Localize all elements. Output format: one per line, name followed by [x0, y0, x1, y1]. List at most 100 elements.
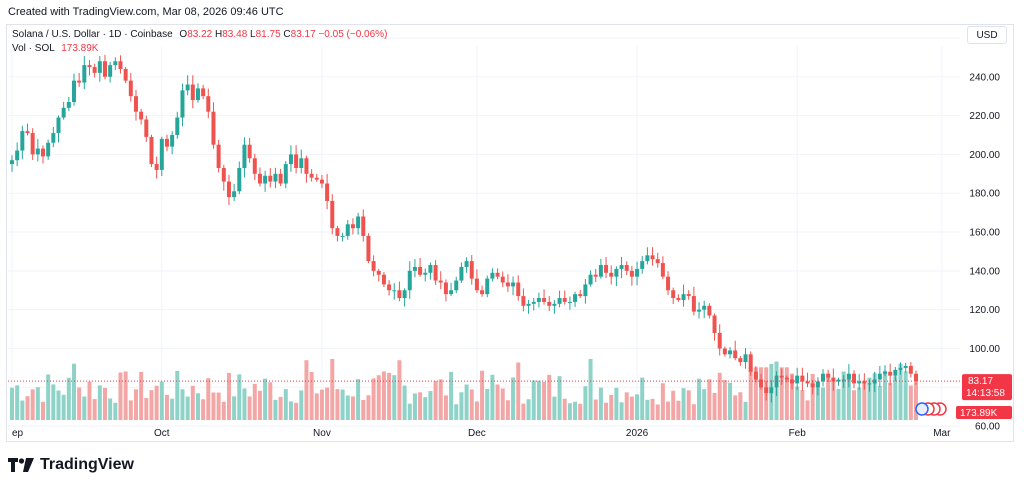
volume-label[interactable]: Vol · SOL	[12, 43, 55, 54]
candle-body	[722, 348, 727, 355]
tradingview-logo-icon	[8, 458, 34, 472]
x-tick-label: Feb	[789, 428, 807, 439]
currency-label: USD	[976, 30, 998, 41]
y-tick-label: 140.00	[969, 266, 1000, 277]
candle-body	[35, 148, 40, 155]
candle-body	[20, 131, 25, 151]
volume-bar	[877, 385, 882, 420]
candle-body	[278, 173, 283, 184]
volume-bar	[883, 370, 888, 420]
candle-body	[438, 280, 443, 283]
candle-body	[428, 265, 433, 273]
candle-body	[562, 298, 567, 302]
candle-body	[371, 261, 376, 271]
volume-bar	[743, 401, 748, 420]
candle-body	[903, 365, 908, 368]
candle-body	[108, 65, 113, 77]
volume-bar	[728, 382, 733, 420]
volume-bar	[557, 376, 562, 420]
candle-body	[697, 309, 702, 312]
countdown-label: 14:13:58	[966, 388, 1005, 399]
candle-body	[237, 167, 242, 192]
volume-bar	[805, 400, 810, 420]
volume-bar	[438, 379, 443, 420]
volume-bar	[474, 401, 479, 420]
candle-body	[800, 375, 805, 382]
volume-bar	[257, 390, 262, 420]
volume-bar	[660, 383, 665, 420]
candle-body	[888, 371, 893, 376]
volume-bar	[485, 388, 490, 420]
volume-bar	[102, 387, 107, 420]
candle-body	[309, 173, 314, 178]
volume-bar	[216, 392, 221, 420]
volume-bar	[211, 392, 216, 420]
candle-body	[821, 373, 826, 382]
volume-bar	[759, 367, 764, 420]
chart-frame[interactable]	[6, 24, 1014, 442]
candle-body	[102, 61, 107, 77]
candle-body	[743, 354, 748, 363]
volume-bar	[97, 385, 102, 420]
candle-body	[61, 107, 66, 118]
volume-bar	[552, 396, 557, 420]
candle-body	[691, 296, 696, 312]
candle-body	[325, 183, 330, 201]
volume-bar	[392, 375, 397, 420]
candle-body	[867, 383, 872, 385]
volume-bar	[20, 400, 25, 420]
volume-bar	[273, 399, 278, 420]
candle-body	[356, 216, 361, 229]
volume-bar	[738, 392, 743, 420]
candle-body	[242, 144, 247, 168]
candle-body	[283, 164, 288, 184]
volume-bar	[516, 362, 521, 420]
candle-body	[686, 294, 691, 297]
candle-body	[397, 290, 402, 299]
candle-body	[263, 175, 268, 184]
candle-body	[629, 270, 634, 277]
volume-bar	[604, 402, 609, 420]
candle-body	[423, 272, 428, 275]
volume-bar	[164, 394, 169, 420]
volume-bar	[139, 371, 144, 420]
candle-body	[815, 381, 820, 388]
candle-body	[459, 266, 464, 281]
candle-body	[133, 96, 138, 112]
symbol-title[interactable]: Solana / U.S. Dollar · 1D · Coinbase	[12, 29, 173, 40]
volume-bar	[893, 376, 898, 420]
volume-bar	[350, 396, 355, 420]
candle-body	[92, 67, 97, 73]
volume-bar	[356, 379, 361, 420]
volume-bar	[645, 399, 650, 420]
volume-bar	[299, 390, 304, 420]
candle-body	[810, 383, 815, 388]
candle-body	[552, 303, 557, 306]
volume-bar	[640, 377, 645, 420]
candle-body	[464, 261, 469, 267]
volume-bar	[841, 371, 846, 420]
volume-bar	[71, 363, 76, 420]
volume-bar	[61, 394, 66, 420]
volume-bar	[340, 389, 345, 420]
volume-bar	[423, 397, 428, 420]
candle-body	[846, 373, 851, 380]
close-label: C	[283, 29, 291, 40]
volume-bar	[387, 372, 392, 420]
volume-bar	[707, 379, 712, 420]
y-tick-label: 120.00	[969, 305, 1000, 316]
candle-body	[268, 175, 273, 182]
volume-bar	[170, 398, 175, 420]
volume-bar	[144, 398, 149, 420]
volume-bar	[588, 358, 593, 420]
volume-bar	[40, 401, 45, 420]
currency-button[interactable]: USD	[967, 26, 1007, 44]
volume-bar	[717, 372, 722, 420]
x-tick-label: Nov	[313, 428, 331, 439]
volume-bar	[418, 392, 423, 420]
volume-bar	[779, 367, 784, 420]
candle-body	[779, 375, 784, 378]
volume-bar	[629, 396, 634, 420]
volume-bar	[247, 396, 252, 420]
